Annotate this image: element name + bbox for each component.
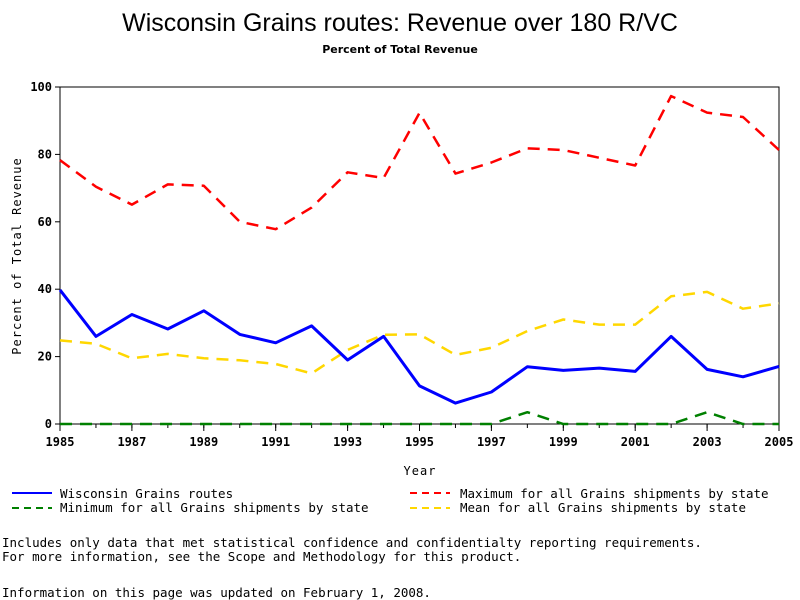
legend-item-minimum: Minimum for all Grains shipments by stat… <box>12 500 369 515</box>
series-lines <box>58 94 780 426</box>
legend-label-minimum: Minimum for all Grains shipments by stat… <box>60 500 369 515</box>
y-tick-label: 80 <box>38 147 52 161</box>
legend-label-maximum: Maximum for all Grains shipments by stat… <box>460 486 769 501</box>
x-tick-label: 2003 <box>693 435 722 449</box>
y-tick-label: 100 <box>30 80 52 94</box>
y-axis-label: Percent of Total Revenue <box>10 157 24 354</box>
legend-label-wisconsin: Wisconsin Grains routes <box>60 486 233 501</box>
confidence-note: Includes only data that met statistical … <box>2 535 702 550</box>
legend-item-maximum: Maximum for all Grains shipments by stat… <box>410 486 769 501</box>
legend-label-mean: Mean for all Grains shipments by state <box>460 500 746 515</box>
x-tick-label: 1997 <box>477 435 506 449</box>
series-line-minimum <box>60 410 779 426</box>
x-axis-label: Year <box>404 464 437 478</box>
update-note: Information on this page was updated on … <box>2 585 431 600</box>
methodology-note: For more information, see the Scope and … <box>2 549 522 564</box>
x-tick-label: 1989 <box>189 435 218 449</box>
y-tick-label: 40 <box>38 282 52 296</box>
x-tick-label: 1993 <box>333 435 362 449</box>
chart-subtitle: Percent of Total Revenue <box>322 43 478 56</box>
x-tick-label: 2005 <box>765 435 794 449</box>
x-tick-label: 1999 <box>549 435 578 449</box>
x-tick-label: 1987 <box>117 435 146 449</box>
plot-frame <box>59 86 780 425</box>
legend: Wisconsin Grains routes Maximum for all … <box>12 486 769 515</box>
x-tick-label: 1985 <box>46 435 75 449</box>
series-line-wisconsin <box>58 288 780 405</box>
x-axis: 1985 1987 1989 1991 1993 1995 1997 1999 2001 2003… <box>46 424 794 449</box>
x-tick-label: 1991 <box>261 435 290 449</box>
series-line-mean <box>59 290 780 375</box>
y-tick-label: 0 <box>45 417 52 431</box>
legend-item-wisconsin: Wisconsin Grains routes <box>12 486 233 501</box>
x-tick-label: 1995 <box>405 435 434 449</box>
x-tick-label: 2001 <box>621 435 650 449</box>
y-tick-label: 60 <box>38 215 52 229</box>
chart-title: Wisconsin Grains routes: Revenue over 18… <box>122 9 678 37</box>
y-tick-label: 20 <box>38 350 52 364</box>
y-axis: 0 20 40 60 80 100 <box>30 80 60 431</box>
legend-item-mean: Mean for all Grains shipments by state <box>410 500 746 515</box>
series-line-maximum <box>59 94 780 231</box>
